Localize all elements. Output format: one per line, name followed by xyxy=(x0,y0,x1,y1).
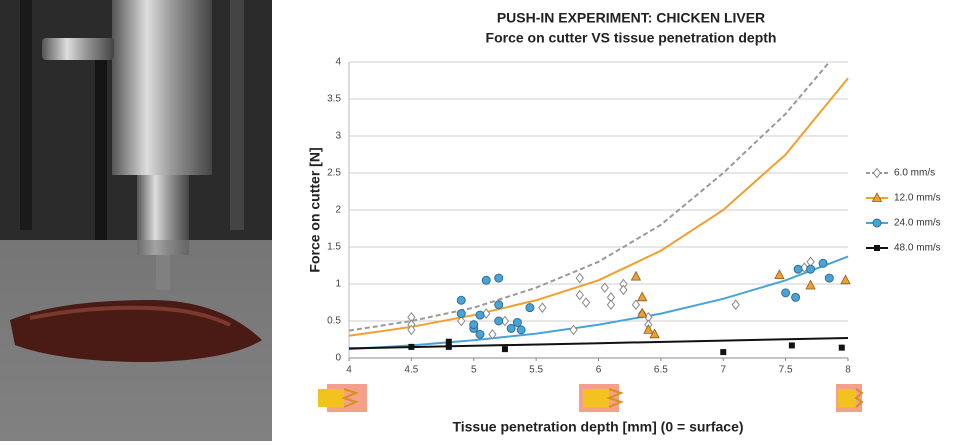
legend-marker xyxy=(871,192,883,202)
data-point xyxy=(636,307,648,318)
data-point xyxy=(494,273,504,283)
y-tick-label: 4 xyxy=(335,57,341,68)
legend-entry: 6.0 mm/s xyxy=(866,168,935,179)
x-tick-label: 7.5 xyxy=(779,365,793,376)
legend-label: 6.0 mm/s xyxy=(894,168,935,179)
data-point xyxy=(838,344,845,351)
legend-label: 24.0 mm/s xyxy=(894,218,941,229)
y-tick-label: 1.5 xyxy=(327,242,341,253)
data-point xyxy=(631,299,641,311)
photo xyxy=(0,0,272,441)
depth-icon xyxy=(579,384,624,412)
data-point xyxy=(575,272,584,284)
x-tick-label: 4 xyxy=(346,365,352,376)
data-point xyxy=(481,275,491,285)
data-point xyxy=(445,343,452,350)
data-point xyxy=(774,269,785,280)
fit-curve xyxy=(348,337,849,350)
legend-label: 48.0 mm/s xyxy=(894,243,941,254)
data-point xyxy=(475,329,485,339)
y-tick-label: 0 xyxy=(335,353,341,364)
data-point xyxy=(840,274,851,285)
x-tick-label: 7 xyxy=(720,365,726,376)
data-point xyxy=(569,324,578,336)
chart-title: PUSH-IN EXPERIMENT: CHICKEN LIVER xyxy=(497,10,765,26)
x-tick-label: 4.5 xyxy=(404,365,418,376)
data-point xyxy=(516,325,526,335)
data-point xyxy=(731,299,740,311)
fit-curve xyxy=(348,61,831,332)
depth-icon xyxy=(318,384,367,412)
legend-entry: 24.0 mm/s xyxy=(866,218,941,229)
y-tick-label: 3.5 xyxy=(327,94,341,105)
data-point xyxy=(805,279,816,290)
data-point xyxy=(445,338,452,345)
x-tick-label: 5 xyxy=(471,365,477,376)
y-tick-label: 1 xyxy=(335,279,341,290)
legend-label: 12.0 mm/s xyxy=(894,193,941,204)
legend-marker xyxy=(872,167,882,179)
data-point xyxy=(494,300,504,310)
data-point xyxy=(824,273,834,283)
depth-icon xyxy=(836,384,864,412)
data-point xyxy=(525,303,535,313)
data-point xyxy=(800,262,809,274)
legend-entry: 48.0 mm/s xyxy=(866,243,941,254)
chart-subtitle: Force on cutter VS tissue penetration de… xyxy=(486,30,777,46)
data-point xyxy=(469,320,479,330)
y-tick-label: 0.5 xyxy=(327,316,341,327)
data-point xyxy=(643,324,654,334)
data-point xyxy=(494,316,504,326)
legend-entry: 12.0 mm/s xyxy=(866,192,941,204)
fit-curve xyxy=(348,77,849,337)
data-point xyxy=(575,289,584,301)
data-point xyxy=(818,258,828,268)
data-point xyxy=(636,291,648,302)
data-point xyxy=(619,284,628,296)
y-axis-label: Force on cutter [N] xyxy=(307,147,323,272)
data-point xyxy=(781,288,791,298)
data-point xyxy=(456,309,466,319)
x-tick-label: 6 xyxy=(596,365,602,376)
fit-curve xyxy=(348,255,849,351)
legend-marker xyxy=(872,218,882,228)
data-point xyxy=(793,264,803,274)
data-point xyxy=(512,317,522,327)
data-point xyxy=(501,346,508,353)
y-tick-label: 2 xyxy=(335,205,341,216)
data-point xyxy=(630,270,642,281)
data-point xyxy=(788,342,795,349)
x-axis-label: Tissue penetration depth [mm] (0 = surfa… xyxy=(452,419,743,435)
data-point xyxy=(457,315,466,327)
data-point xyxy=(791,292,801,302)
data-point xyxy=(408,343,415,350)
data-point xyxy=(606,299,616,311)
data-point xyxy=(482,308,491,319)
data-point xyxy=(581,297,591,308)
x-tick-label: 5.5 xyxy=(529,365,543,376)
data-point xyxy=(456,295,466,305)
data-point xyxy=(649,328,660,339)
data-point xyxy=(600,282,609,294)
data-point xyxy=(475,310,485,320)
data-point xyxy=(488,329,497,340)
x-tick-label: 8 xyxy=(845,365,851,376)
data-point xyxy=(538,302,547,313)
legend-marker xyxy=(874,245,880,251)
data-point xyxy=(720,349,727,356)
data-point xyxy=(407,324,416,336)
data-point xyxy=(506,323,516,333)
x-tick-label: 6.5 xyxy=(654,365,668,376)
y-tick-label: 2.5 xyxy=(327,168,341,179)
y-tick-label: 3 xyxy=(335,131,341,142)
data-point xyxy=(806,264,816,274)
